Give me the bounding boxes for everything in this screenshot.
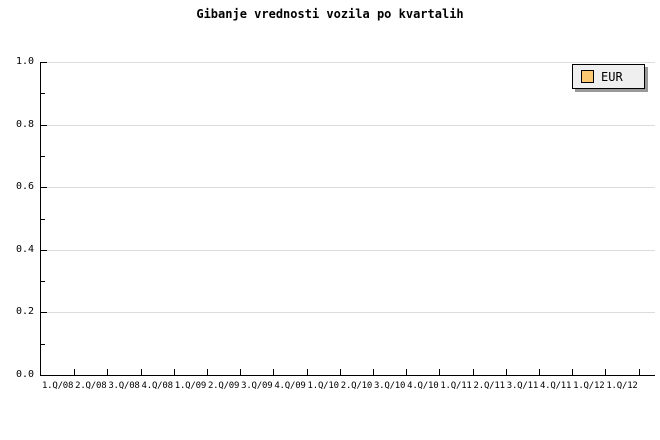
x-axis-label: 3.Q/08 xyxy=(108,381,140,391)
x-boundary-tick xyxy=(572,369,574,375)
x-axis-label: 3.Q/09 xyxy=(241,381,273,391)
x-boundary-tick xyxy=(406,369,408,375)
x-boundary-tick xyxy=(373,369,374,375)
y-major-tick xyxy=(41,124,47,126)
y-minor-tick xyxy=(41,93,45,95)
x-boundary-tick xyxy=(140,369,142,375)
y-major-tick xyxy=(41,187,47,189)
legend-label-eur: EUR xyxy=(601,69,623,84)
y-axis-label: 0.2 xyxy=(15,306,34,318)
chart-title: Gibanje vrednosti vozila po kvartalih xyxy=(196,7,464,21)
x-axis-label: 4.Q/11 xyxy=(539,381,572,391)
x-axis-label: 1.Q/12 xyxy=(573,381,605,391)
x-axis-label: 1.Q/11 xyxy=(440,381,472,391)
x-boundary-tick xyxy=(638,369,640,375)
y-gridline xyxy=(41,249,655,251)
y-axis-label: 0.4 xyxy=(15,243,34,255)
x-axis-label: 2.Q/08 xyxy=(75,381,107,391)
x-axis-label: 3.Q/11 xyxy=(506,381,539,391)
legend: EUR xyxy=(572,64,645,89)
y-axis-label: 0.6 xyxy=(15,181,34,193)
x-boundary-tick xyxy=(339,369,341,375)
x-boundary-tick xyxy=(74,369,76,375)
x-boundary-tick xyxy=(240,369,242,375)
y-axis-label: 0.8 xyxy=(15,118,34,130)
y-gridline xyxy=(41,124,655,126)
x-axis-label: 1.Q/12 xyxy=(606,381,638,391)
x-axis-label: 1.Q/08 xyxy=(41,381,74,391)
x-axis-label: 4.Q/08 xyxy=(141,381,174,391)
x-axis-label: 2.Q/10 xyxy=(340,381,373,391)
x-boundary-tick xyxy=(173,369,175,375)
y-minor-tick xyxy=(41,218,45,220)
y-axis xyxy=(40,62,41,376)
y-gridline xyxy=(41,187,655,189)
x-axis-label: 1.Q/09 xyxy=(174,381,207,391)
y-minor-tick xyxy=(41,343,45,345)
y-minor-tick xyxy=(41,155,45,157)
x-boundary-tick xyxy=(472,369,474,375)
x-axis xyxy=(40,375,655,376)
y-gridline xyxy=(41,62,655,63)
y-major-tick xyxy=(41,312,47,314)
y-major-tick xyxy=(41,249,47,251)
x-axis-label: 4.Q/10 xyxy=(407,381,439,391)
y-axis-label: 1.0 xyxy=(15,56,34,67)
x-boundary-tick xyxy=(107,369,109,375)
x-boundary-tick xyxy=(439,369,441,375)
x-boundary-tick xyxy=(539,369,540,375)
x-boundary-tick xyxy=(605,369,607,375)
x-axis-label: 2.Q/11 xyxy=(473,381,506,391)
y-major-tick xyxy=(41,62,47,63)
y-axis-label: 0.0 xyxy=(15,369,34,380)
x-axis-label: 4.Q/09 xyxy=(274,381,306,391)
x-boundary-tick xyxy=(273,369,275,375)
y-minor-tick xyxy=(41,281,45,283)
x-boundary-tick xyxy=(505,369,507,375)
y-gridline xyxy=(41,312,655,314)
legend-swatch-eur xyxy=(581,70,594,83)
x-boundary-tick xyxy=(306,369,308,375)
x-axis-label: 3.Q/10 xyxy=(373,381,406,391)
x-axis-label: 1.Q/10 xyxy=(307,381,340,391)
x-axis-label: 2.Q/09 xyxy=(207,381,240,391)
x-boundary-tick xyxy=(207,369,208,375)
